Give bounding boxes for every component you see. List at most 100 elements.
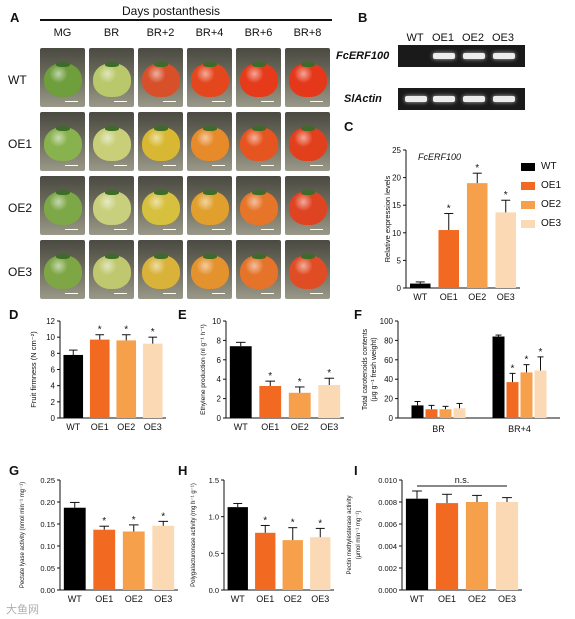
fruit-photo bbox=[138, 112, 183, 171]
x-tick-label-oe2: OE2 bbox=[117, 422, 135, 432]
legend-label-oe2: OE2 bbox=[541, 199, 562, 210]
y-tick-label: 0.006 bbox=[378, 520, 397, 529]
y-tick-label: 0 bbox=[217, 414, 222, 423]
x-tick-label-oe3: OE3 bbox=[154, 594, 172, 604]
legend-swatch-oe3 bbox=[521, 220, 535, 228]
significance-star: * bbox=[318, 518, 322, 529]
fruit-photo bbox=[138, 48, 183, 107]
scale-bar bbox=[261, 100, 274, 102]
fruit-photo bbox=[187, 176, 232, 235]
y-tick-label: 5 bbox=[397, 256, 402, 265]
bar-oe2 bbox=[465, 502, 489, 590]
tomato-calyx bbox=[104, 254, 119, 259]
panel-label-e: E bbox=[178, 307, 187, 322]
tomato-calyx bbox=[153, 62, 168, 67]
tomato-calyx bbox=[251, 190, 266, 195]
significance-star: * bbox=[504, 190, 508, 201]
significance-star: * bbox=[151, 327, 155, 338]
y-tick-label: 10 bbox=[392, 229, 401, 238]
y-tick-label: 0.20 bbox=[40, 498, 55, 507]
legend-swatch-oe2 bbox=[521, 201, 535, 209]
bar-oe1 bbox=[93, 529, 116, 590]
tomato-fruit bbox=[141, 62, 180, 97]
scale-bar bbox=[114, 100, 127, 102]
scale-bar bbox=[310, 100, 323, 102]
y-axis-label: Pectate lyase activity (nmol min⁻¹ mg⁻¹) bbox=[20, 482, 26, 588]
fruit-photo bbox=[89, 240, 134, 299]
tomato-calyx bbox=[55, 190, 70, 195]
y-tick-label: 80 bbox=[384, 336, 393, 345]
bar-oe1 bbox=[435, 503, 459, 590]
x-tick-label-oe3: OE3 bbox=[144, 422, 162, 432]
y-tick-label: 0.25 bbox=[40, 476, 55, 485]
bar-wt bbox=[405, 498, 429, 590]
x-tick-label-oe3: OE3 bbox=[498, 594, 516, 604]
tomato-fruit bbox=[92, 254, 131, 289]
x-tick-label-oe1: OE1 bbox=[438, 594, 456, 604]
significance-star: * bbox=[291, 518, 295, 529]
fruit-photo bbox=[285, 176, 330, 235]
tomato-calyx bbox=[251, 62, 266, 67]
significance-star: * bbox=[447, 203, 451, 214]
significance-star: * bbox=[102, 516, 106, 527]
tomato-calyx bbox=[104, 126, 119, 131]
y-tick-label: 6 bbox=[217, 356, 222, 365]
bar-oe1 bbox=[506, 382, 519, 418]
scale-bar bbox=[163, 228, 176, 230]
fruit-photo bbox=[285, 112, 330, 171]
bar-oe1 bbox=[255, 532, 276, 590]
scale-bar bbox=[212, 292, 225, 294]
scale-bar bbox=[212, 100, 225, 102]
significance-star: * bbox=[268, 371, 272, 382]
y-tick-label: 20 bbox=[392, 174, 401, 183]
fruit-photo bbox=[89, 48, 134, 107]
tomato-fruit bbox=[239, 62, 278, 97]
fruit-photo bbox=[236, 112, 281, 171]
scale-bar bbox=[114, 228, 127, 230]
bar-wt bbox=[63, 354, 84, 418]
gel-band bbox=[433, 96, 455, 102]
y-tick-label: 2 bbox=[217, 395, 222, 404]
y-axis-label: Fruit firmness (N cm⁻²) bbox=[29, 331, 38, 408]
panel-label-g: G bbox=[9, 463, 20, 478]
watermark: 大鱼网 bbox=[6, 604, 39, 616]
scale-bar bbox=[261, 292, 274, 294]
fruit-photo bbox=[187, 48, 232, 107]
tomato-fruit bbox=[239, 254, 278, 289]
tomato-calyx bbox=[202, 62, 217, 67]
y-tick-label: 8 bbox=[217, 336, 222, 345]
line-label-wt: WT bbox=[8, 73, 27, 87]
gel-band bbox=[493, 53, 515, 59]
bar-oe2 bbox=[466, 183, 488, 288]
ns-annotation: n.s. bbox=[455, 475, 470, 485]
scale-bar bbox=[310, 164, 323, 166]
bar-oe3 bbox=[453, 408, 466, 418]
bar-oe2 bbox=[520, 372, 533, 418]
tomato-calyx bbox=[251, 254, 266, 259]
legend-label-oe1: OE1 bbox=[541, 180, 562, 191]
gel-band bbox=[463, 96, 485, 102]
scale-bar bbox=[114, 292, 127, 294]
gel-band bbox=[433, 53, 455, 59]
x-group-label-br: BR bbox=[432, 424, 445, 434]
x-tick-label-wt: WT bbox=[231, 594, 245, 604]
bar-wt bbox=[409, 283, 431, 288]
bar-oe3 bbox=[534, 370, 547, 418]
tomato-calyx bbox=[55, 126, 70, 131]
fruit-photo bbox=[187, 112, 232, 171]
bar-oe2 bbox=[288, 392, 311, 418]
y-axis-label: Polygalacturonase activity (mg h⁻¹ g⁻¹) bbox=[191, 483, 197, 587]
fruit-photo bbox=[236, 176, 281, 235]
tomato-fruit bbox=[141, 254, 180, 289]
tomato-fruit bbox=[43, 126, 82, 161]
y-tick-label: 4 bbox=[51, 382, 56, 391]
legend-label-oe3: OE3 bbox=[541, 218, 562, 229]
fruit-photo bbox=[285, 48, 330, 107]
scale-bar bbox=[65, 100, 78, 102]
